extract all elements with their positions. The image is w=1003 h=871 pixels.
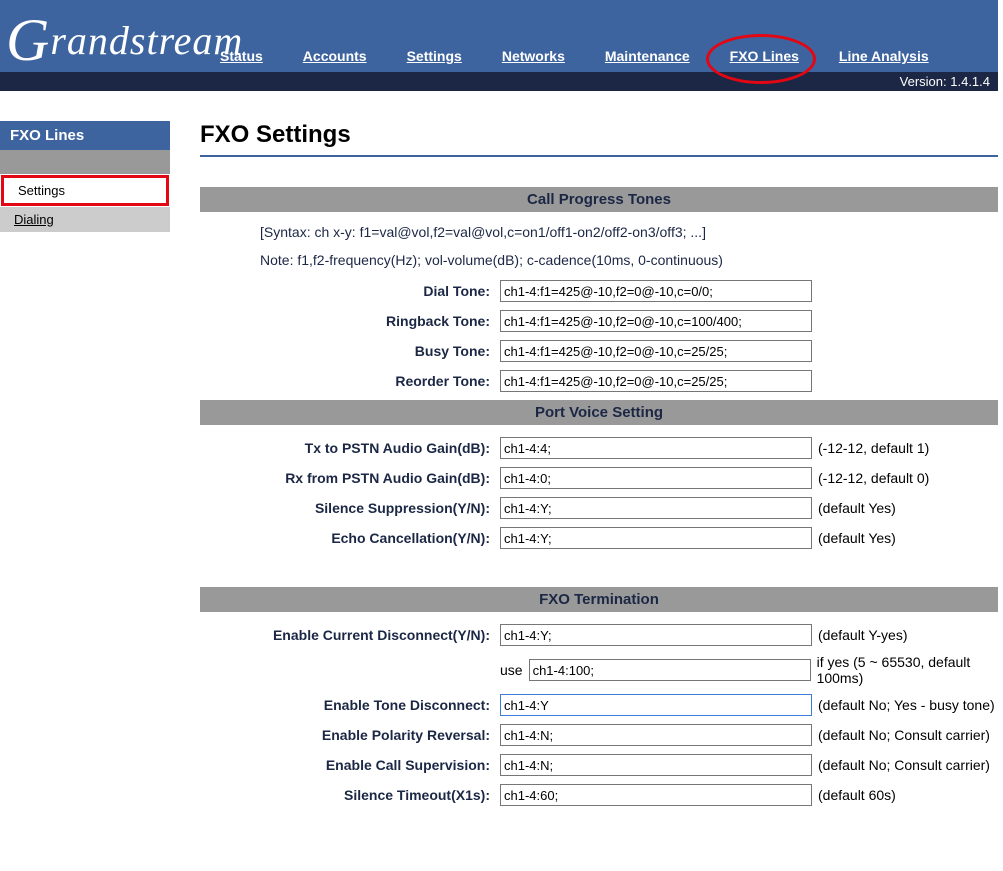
rx-gain-input[interactable] (500, 467, 812, 489)
version-bar: Version: 1.4.1.4 (0, 72, 998, 91)
nav-settings[interactable]: Settings (387, 48, 482, 64)
section-cpt-title: Call Progress Tones (200, 187, 998, 212)
ecd-use-prefix: use (500, 662, 523, 678)
echo-cancel-label: Echo Cancellation(Y/N): (200, 527, 500, 546)
tx-gain-hint: (-12-12, default 1) (818, 440, 929, 456)
ringback-tone-input[interactable] (500, 310, 812, 332)
tx-gain-input[interactable] (500, 437, 812, 459)
etd-label: Enable Tone Disconnect: (200, 694, 500, 713)
sidebar-spacer (0, 150, 170, 174)
nav-line-analysis[interactable]: Line Analysis (819, 48, 949, 64)
sidebar-item-dialing[interactable]: Dialing (0, 207, 170, 232)
silence-supp-hint: (default Yes) (818, 500, 896, 516)
nav-accounts[interactable]: Accounts (283, 48, 387, 64)
top-header: Grandstream Status Accounts Settings Net… (0, 0, 998, 72)
dial-tone-label: Dial Tone: (200, 280, 500, 299)
sidebar: FXO Lines Settings Dialing (0, 121, 170, 232)
epr-label: Enable Polarity Reversal: (200, 724, 500, 743)
ecs-label: Enable Call Supervision: (200, 754, 500, 773)
silence-supp-input[interactable] (500, 497, 812, 519)
st-label: Silence Timeout(X1s): (200, 784, 500, 803)
echo-cancel-hint: (default Yes) (818, 530, 896, 546)
ecs-input[interactable] (500, 754, 812, 776)
nav-status[interactable]: Status (200, 48, 283, 64)
main-nav: Status Accounts Settings Networks Mainte… (200, 48, 949, 64)
sidebar-item-settings[interactable]: Settings (4, 178, 166, 203)
ringback-tone-label: Ringback Tone: (200, 310, 500, 329)
ecd-input[interactable] (500, 624, 812, 646)
echo-cancel-input[interactable] (500, 527, 812, 549)
ecd-label: Enable Current Disconnect(Y/N): (200, 624, 500, 643)
ecd-use-input[interactable] (529, 659, 811, 681)
st-input[interactable] (500, 784, 812, 806)
epr-input[interactable] (500, 724, 812, 746)
main-content: FXO Settings Call Progress Tones [Syntax… (170, 121, 998, 814)
version-label: Version: 1.4.1.4 (900, 74, 990, 89)
section-pvs-title: Port Voice Setting (200, 400, 998, 425)
busy-tone-label: Busy Tone: (200, 340, 500, 359)
section-fxo-title: FXO Termination (200, 587, 998, 612)
cpt-note: Note: f1,f2-frequency(Hz); vol-volume(dB… (260, 252, 998, 268)
ecd-hint: (default Y-yes) (818, 627, 908, 643)
ecs-hint: (default No; Consult carrier) (818, 757, 998, 773)
cpt-syntax: [Syntax: ch x-y: f1=val@vol,f2=val@vol,c… (260, 224, 998, 240)
nav-maintenance[interactable]: Maintenance (585, 48, 710, 64)
sidebar-title: FXO Lines (0, 121, 170, 150)
nav-networks[interactable]: Networks (482, 48, 585, 64)
rx-gain-label: Rx from PSTN Audio Gain(dB): (200, 467, 500, 486)
ecd-use-spacer (200, 654, 500, 657)
epr-hint: (default No; Consult carrier) (818, 727, 998, 743)
rx-gain-hint: (-12-12, default 0) (818, 470, 929, 486)
tx-gain-label: Tx to PSTN Audio Gain(dB): (200, 437, 500, 456)
etd-hint: (default No; Yes - busy tone) (818, 697, 998, 713)
busy-tone-input[interactable] (500, 340, 812, 362)
silence-supp-label: Silence Suppression(Y/N): (200, 497, 500, 516)
etd-input[interactable] (500, 694, 812, 716)
ecd-use-hint: if yes (5 ~ 65530, default 100ms) (817, 654, 998, 686)
page-title: FXO Settings (200, 121, 998, 157)
nav-fxo-lines[interactable]: FXO Lines (710, 48, 819, 64)
reorder-tone-input[interactable] (500, 370, 812, 392)
reorder-tone-label: Reorder Tone: (200, 370, 500, 389)
dial-tone-input[interactable] (500, 280, 812, 302)
st-hint: (default 60s) (818, 787, 896, 803)
